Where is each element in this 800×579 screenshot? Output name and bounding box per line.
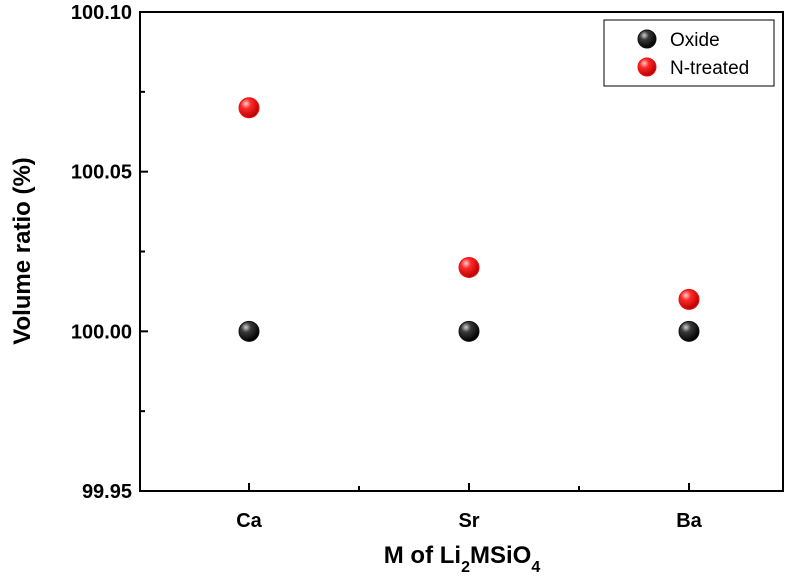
data-points <box>238 97 700 342</box>
point-n-treated-ba <box>678 288 700 310</box>
x-tick-label: Ba <box>676 510 702 532</box>
point-n-treated-sr <box>458 256 480 278</box>
legend: Oxide N-treated <box>603 19 775 87</box>
x-axis-title: M of Li2MSiO4 <box>384 542 541 576</box>
y-axis-title: Volume ratio (%) <box>9 157 36 345</box>
point-oxide-ba <box>678 320 700 342</box>
y-tick-label: 100.05 <box>71 162 132 184</box>
point-oxide-sr <box>458 320 480 342</box>
y-axis: 99.95 100.00 100.05 100.10 <box>71 2 148 503</box>
y-tick-label: 100.00 <box>71 321 132 343</box>
x-axis: Ca Sr Ba <box>236 483 703 532</box>
y-tick-label: 99.95 <box>82 481 132 503</box>
x-tick-label: Ca <box>236 510 262 532</box>
y-tick-label: 100.10 <box>71 2 132 24</box>
point-oxide-ca <box>238 320 260 342</box>
legend-marker <box>637 29 657 49</box>
legend-label: Oxide <box>670 30 720 51</box>
legend-box <box>603 19 775 87</box>
point-n-treated-ca <box>238 97 260 119</box>
legend-label: N-treated <box>670 58 749 79</box>
x-tick-label: Sr <box>458 510 479 532</box>
legend-marker <box>637 57 657 77</box>
